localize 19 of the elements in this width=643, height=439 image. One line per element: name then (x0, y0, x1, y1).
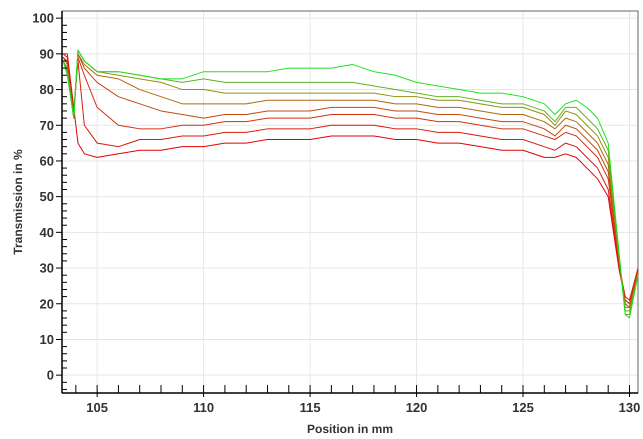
x-tick-label: 115 (300, 400, 321, 415)
y-tick-label: 60 (40, 153, 54, 168)
y-tick-label: 70 (40, 118, 54, 133)
x-tick-label: 125 (512, 400, 534, 415)
y-tick-label: 10 (40, 332, 54, 347)
y-tick-label: 80 (40, 82, 54, 98)
x-axis-title: Position in mm (306, 422, 394, 436)
x-tick-label: 120 (406, 400, 428, 415)
y-tick-label: 20 (40, 296, 54, 312)
x-tick-label: 105 (86, 400, 108, 415)
y-tick-label: 100 (32, 10, 54, 26)
y-tick-label: 50 (40, 189, 54, 204)
y-tick-label: 40 (40, 224, 54, 240)
y-tick-label: 30 (40, 260, 54, 276)
x-tick-label: 130 (618, 400, 640, 415)
x-tick-label: 110 (193, 400, 214, 415)
y-tick-label: 0 (46, 368, 54, 383)
y-axis-title: Transmission in % (11, 148, 25, 255)
y-tick-label: 90 (40, 46, 54, 62)
